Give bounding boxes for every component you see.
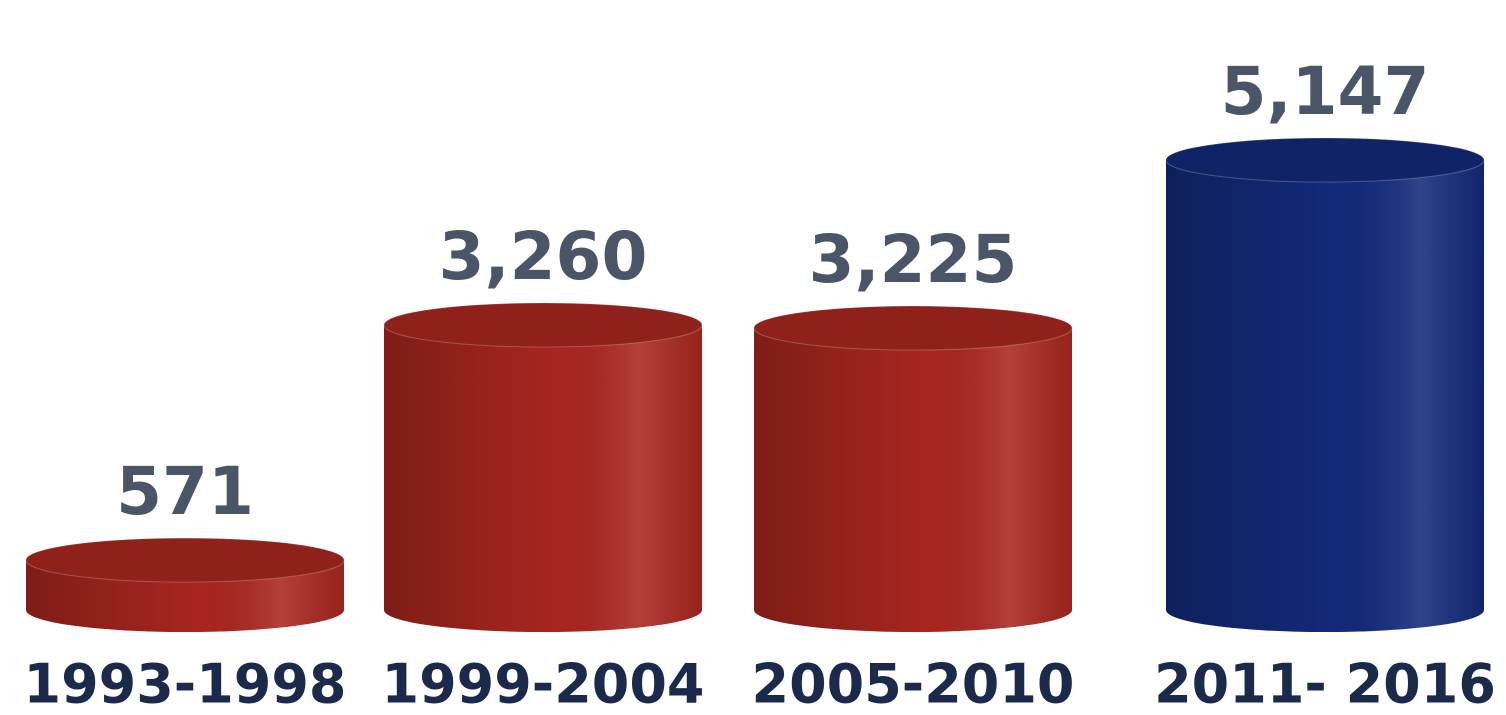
value-label: 3,225 [809,221,1018,298]
cylinder-top [753,305,1073,351]
cylinder-top-shade [26,538,344,583]
x-tick-label: 1999-2004 [382,653,705,715]
cylinder-shade [384,324,702,632]
cylinder-top [25,537,345,583]
x-tick-label: 1993-1998 [24,653,347,715]
value-label: 3,260 [439,218,648,295]
value-label: 5,147 [1221,53,1430,130]
cylinder-top [1165,137,1485,183]
cylinder-top-shade [384,302,702,347]
cylinder-top [383,302,703,348]
cylinder-top-shade [1166,138,1484,182]
x-tick-label: 2005-2010 [752,653,1075,715]
value-label: 571 [116,453,254,530]
cylinder-top-shade [754,306,1072,351]
cylinder-shade [754,328,1072,632]
cylinder-shade [1166,160,1484,632]
x-tick-label: 2011- 2016 [1154,653,1496,715]
